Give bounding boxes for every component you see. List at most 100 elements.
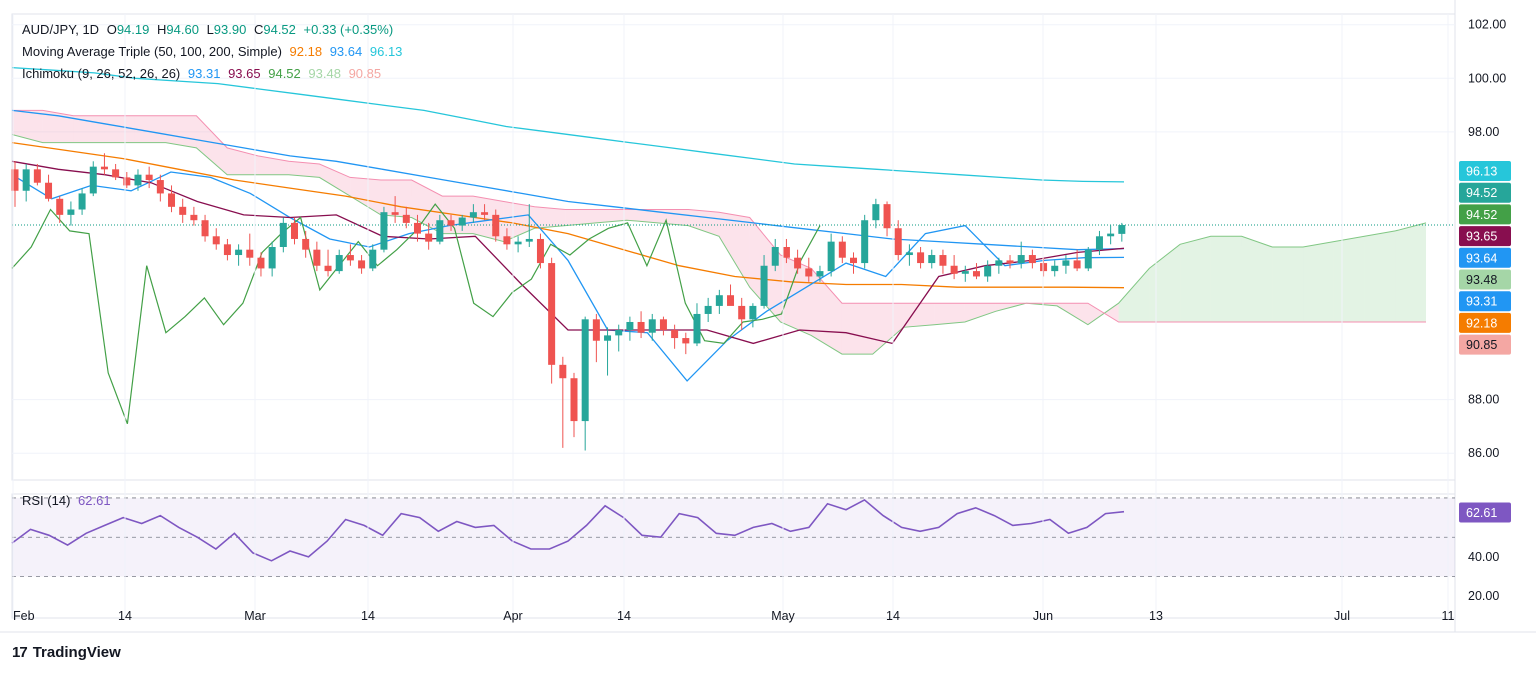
rsi-legend: RSI (14) 62.61 <box>22 493 115 508</box>
candle-body <box>458 217 466 226</box>
ichimoku-conversion-line <box>11 171 1125 382</box>
time-tick-label: Jul <box>1334 609 1350 623</box>
price-badge-label: 92.18 <box>1466 316 1497 330</box>
open-value: 94.19 <box>116 22 150 37</box>
candle-body <box>525 238 533 242</box>
candle-body <box>22 169 30 191</box>
candle-body <box>268 247 276 269</box>
ichimoku-cloud-segment <box>1333 236 1365 322</box>
ichimoku-cloud-segment <box>1395 222 1426 322</box>
candle-body <box>123 177 131 186</box>
candle-body <box>928 255 936 264</box>
candle-body <box>380 212 388 250</box>
time-tick-label: Mar <box>244 609 266 623</box>
tradingview-footer[interactable]: 17 TradingView <box>12 644 121 661</box>
candle-body <box>1051 265 1059 272</box>
candle-body <box>1028 255 1036 264</box>
symbol-label[interactable]: AUD/JPY, 1D <box>22 22 100 37</box>
price-tick-label: 100.00 <box>1468 71 1506 85</box>
candle-body <box>11 169 19 191</box>
candle-body <box>369 249 377 269</box>
rsi-label[interactable]: RSI (14) <box>22 493 71 508</box>
candle-body <box>235 249 243 256</box>
candle-body <box>782 247 790 258</box>
candle-body <box>671 330 679 339</box>
ichimoku-cloud-segment <box>1241 236 1273 322</box>
candle-body <box>872 204 880 221</box>
ichimoku-leadA-value: 93.48 <box>308 66 341 81</box>
ichimoku-cloud-segment <box>411 180 443 234</box>
candle-body <box>827 241 835 272</box>
candle-body <box>425 233 433 242</box>
candle-body <box>693 313 701 344</box>
candle-body <box>883 204 891 229</box>
ichimoku-base-value: 93.65 <box>228 66 261 81</box>
ichimoku-cloud-segment <box>596 209 627 223</box>
candle-body <box>548 263 556 365</box>
price-badge-label: 93.64 <box>1466 251 1497 265</box>
candle-body <box>145 174 153 181</box>
ichimoku-base-line <box>11 160 1125 345</box>
price-tick-label: 88.00 <box>1468 393 1499 407</box>
time-tick-label: 13 <box>1149 609 1163 623</box>
candle-body <box>436 220 444 242</box>
ichimoku-cloud-segment <box>134 115 166 143</box>
ichimoku-lagging-value: 94.52 <box>268 66 301 81</box>
ichimoku-cloud-segment <box>841 303 873 355</box>
rsi-tick-label: 40.00 <box>1468 550 1499 564</box>
close-label: C <box>253 22 264 37</box>
candle-body <box>794 257 802 269</box>
candle-body <box>335 255 343 272</box>
ichimoku-cloud-segment <box>1118 268 1150 322</box>
candle-body <box>581 319 589 422</box>
rsi-line <box>11 498 1125 562</box>
candle-body <box>972 271 980 277</box>
rsi-badge <box>1459 502 1511 523</box>
candle-body <box>1107 233 1115 237</box>
ma-label[interactable]: Moving Average Triple (50, 100, 200, Sim… <box>22 44 282 59</box>
price-badge <box>1459 312 1511 333</box>
change-value: +0.33 (+0.35%) <box>303 22 394 37</box>
ichimoku-label[interactable]: Ichimoku (9, 26, 52, 26, 26) <box>22 66 181 81</box>
candle-body <box>168 193 176 207</box>
candle-body <box>939 255 947 266</box>
candle-body <box>358 260 366 269</box>
ichimoku-cloud-segment <box>1210 236 1242 322</box>
open-label: O <box>106 22 117 37</box>
ichimoku-span-a-line <box>11 134 1427 355</box>
ichimoku-cloud-segment <box>257 155 289 175</box>
candle-body <box>469 212 477 218</box>
ichimoku-cloud-segment <box>1149 244 1181 322</box>
candle-body <box>100 166 108 170</box>
candle-body <box>246 249 254 258</box>
candle-body <box>727 295 735 306</box>
ichimoku-cloud-segment <box>811 268 842 355</box>
candle-body <box>637 321 645 333</box>
candle-body <box>1084 249 1092 269</box>
price-badge-label: 93.31 <box>1466 295 1497 309</box>
price-badge <box>1459 204 1511 225</box>
candle-body <box>995 260 1003 266</box>
ichimoku-span-b-line <box>12 109 1426 323</box>
ichimoku-cloud-segment <box>934 303 965 325</box>
candle-body <box>570 378 578 422</box>
high-label: H <box>157 22 167 37</box>
candle-body <box>749 305 757 320</box>
time-tick-label: Feb <box>13 609 35 623</box>
candle-body <box>201 220 209 237</box>
ichimoku-cloud-segment <box>1303 241 1334 322</box>
candle-body <box>850 257 857 264</box>
candle-body <box>223 244 231 256</box>
candle-body <box>190 214 198 221</box>
low-label: L <box>206 22 214 37</box>
ma50-value: 92.18 <box>289 44 323 59</box>
candle-body <box>659 319 667 331</box>
candle-body <box>302 238 310 250</box>
candle-body <box>112 169 120 178</box>
candle-body <box>402 214 410 223</box>
ichimoku-cloud-segment <box>196 115 228 175</box>
ichimoku-cloud-segment <box>12 110 43 143</box>
price-badge-label: 90.85 <box>1466 338 1497 352</box>
candle-body <box>816 271 824 277</box>
